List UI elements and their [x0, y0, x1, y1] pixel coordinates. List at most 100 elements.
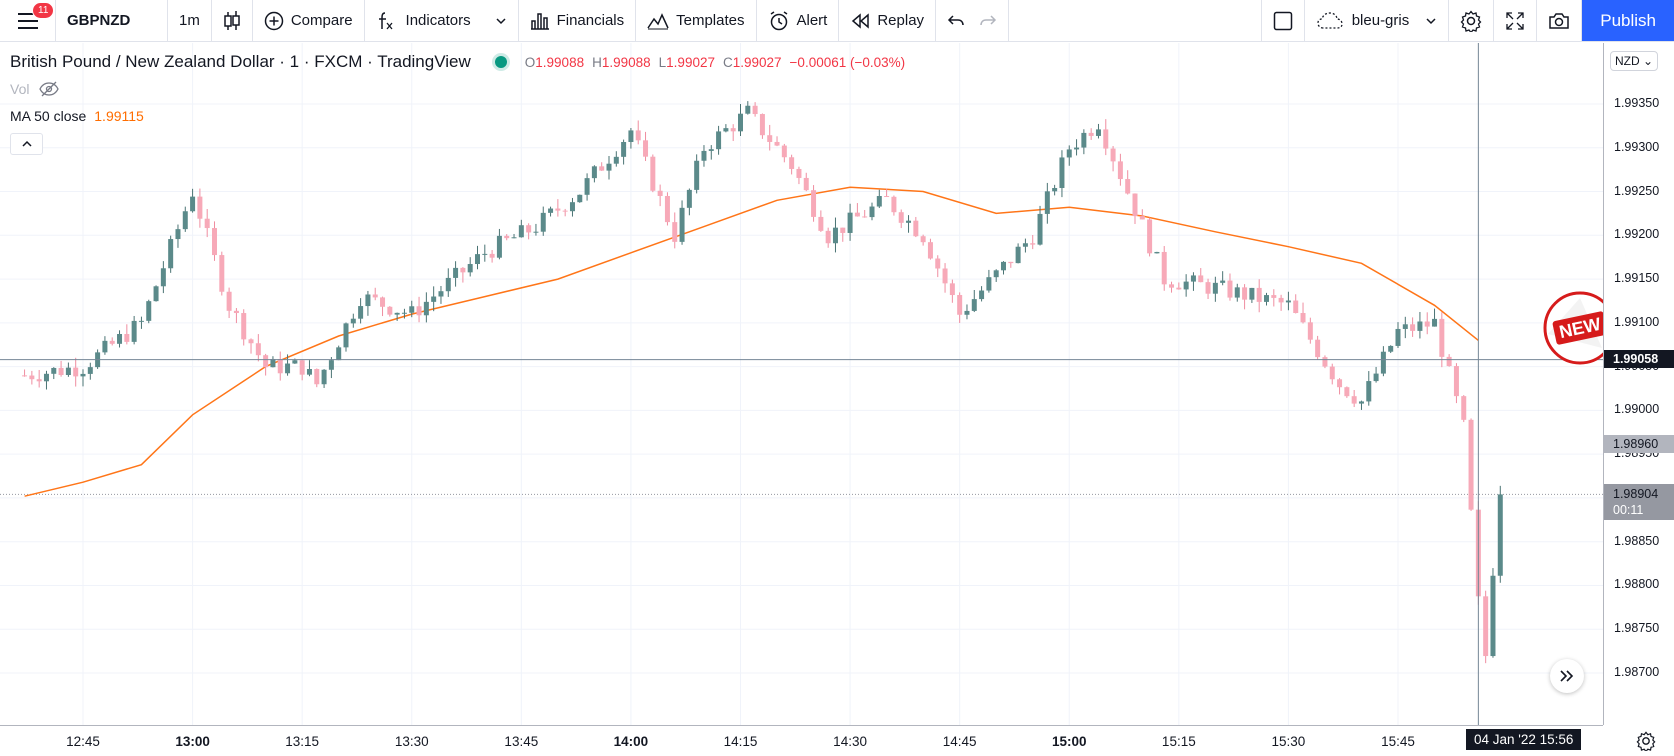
price-tick-label: 1.98800 — [1614, 577, 1660, 592]
time-tick-label: 13:15 — [285, 734, 320, 749]
square-icon — [1273, 11, 1292, 30]
chart-type-button[interactable] — [212, 0, 253, 41]
screenshot-button[interactable] — [1537, 0, 1583, 41]
candle-down — [1103, 129, 1109, 149]
price-chart[interactable] — [0, 43, 1603, 725]
replay-button[interactable]: Replay — [839, 0, 937, 41]
crosshair — [0, 43, 1603, 725]
indicators-label: Indicators — [405, 12, 471, 29]
axis-settings-button[interactable] — [1636, 731, 1656, 756]
candle-down — [241, 313, 247, 340]
ma-50-line — [24, 186, 1479, 497]
candle-down — [1461, 396, 1467, 420]
price-tick-label: 1.99100 — [1614, 314, 1660, 329]
select-layout-button[interactable] — [1262, 0, 1305, 41]
templates-button[interactable]: Templates — [636, 0, 757, 41]
candle-down — [1483, 596, 1489, 657]
candle-down — [1147, 219, 1153, 254]
candle-up — [979, 290, 985, 300]
candle-down — [226, 291, 232, 311]
templates-label: Templates — [676, 12, 745, 29]
candle-up — [745, 105, 751, 114]
templates-icon — [647, 12, 669, 29]
candle-down — [212, 228, 217, 256]
main-menu-button[interactable]: 11 — [0, 0, 56, 41]
fullscreen-button[interactable] — [1494, 0, 1538, 41]
candle-up — [438, 291, 444, 297]
candle-up — [540, 212, 546, 232]
candle-up — [876, 196, 882, 207]
candle-up — [1059, 157, 1065, 189]
candle-down — [299, 360, 305, 375]
price-tick-label: 1.99200 — [1614, 227, 1660, 242]
layout-name-button[interactable]: bleu-gris — [1305, 0, 1450, 41]
candle-down — [840, 227, 846, 233]
top-toolbar: 11 GBPNZD 1m Compare Indicators Financia… — [0, 0, 1674, 42]
time-tick-label: 15:45 — [1381, 734, 1415, 749]
undo-redo-group — [936, 0, 1010, 41]
camera-icon — [1549, 12, 1569, 29]
candle-down — [949, 283, 955, 296]
candle-up — [1234, 287, 1240, 298]
currency-label: NZD — [1615, 54, 1640, 68]
candle-down — [22, 375, 28, 377]
interval-button[interactable]: 1m — [168, 0, 212, 41]
new-badge: NEW — [1540, 288, 1620, 373]
candlesticks — [22, 101, 1503, 664]
candle-up — [328, 360, 334, 370]
candle-up — [467, 264, 473, 273]
publish-button[interactable]: Publish — [1582, 0, 1674, 41]
settings-button[interactable] — [1449, 0, 1495, 41]
ohlc-values: O1.99088 H1.99088 L1.99027 C1.99027 −0.0… — [525, 55, 905, 70]
candle-down — [1008, 261, 1014, 264]
redo-icon[interactable] — [979, 14, 997, 28]
scroll-to-realtime-button[interactable] — [1550, 659, 1584, 693]
alert-button[interactable]: Alert — [757, 0, 840, 41]
eye-hidden-icon[interactable] — [39, 81, 60, 97]
candle-down — [489, 253, 495, 258]
replay-label: Replay — [877, 12, 925, 29]
collapse-legend-button[interactable] — [10, 133, 43, 155]
candle-down — [1307, 322, 1313, 340]
ma-legend[interactable]: MA 50 close 1.99115 — [10, 108, 144, 124]
currency-button[interactable]: NZD ⌄ — [1610, 51, 1659, 71]
candle-up — [190, 196, 196, 212]
chart-pane[interactable] — [0, 43, 1603, 725]
candle-up — [431, 296, 437, 302]
indicators-button[interactable]: Indicators — [365, 0, 519, 41]
legend-title[interactable]: British Pound / New Zealand Dollar · 1 ·… — [10, 52, 471, 71]
volume-legend[interactable]: Vol — [10, 81, 60, 97]
time-axis[interactable]: 12:45 13:00 13:15 13:30 13:45 14:00 14:15 14:30… — [0, 725, 1603, 756]
candle-up — [270, 358, 276, 368]
candle-up — [591, 166, 597, 179]
symbol-search-button[interactable]: GBPNZD — [56, 0, 168, 41]
high-value: 1.99088 — [601, 54, 651, 70]
financials-button[interactable]: Financials — [519, 0, 637, 41]
ma-price-label: 1.98960 — [1604, 435, 1674, 454]
price-axis[interactable]: NZD ⌄ 1.99350 1.99300 1.99250 1.99200 1.9915… — [1603, 43, 1674, 725]
candle-up — [1022, 243, 1028, 247]
time-tick-label: 13:30 — [394, 734, 429, 749]
fullscreen-icon — [1506, 11, 1524, 30]
chevron-down-icon[interactable] — [495, 16, 507, 26]
candle-up — [1037, 213, 1043, 245]
candle-down — [1329, 366, 1335, 380]
chevron-up-icon — [21, 140, 32, 147]
candle-down — [884, 196, 890, 198]
candle-down — [1446, 356, 1452, 367]
candle-up — [453, 267, 459, 278]
bar-chart-icon — [530, 12, 549, 30]
candle-down — [1256, 287, 1262, 302]
candle-up — [628, 130, 634, 143]
candle-down — [664, 195, 670, 223]
candle-down — [672, 222, 678, 242]
compare-button[interactable]: Compare — [253, 0, 365, 41]
undo-icon[interactable] — [947, 14, 965, 28]
candle-up — [1380, 351, 1386, 374]
candle-down — [109, 340, 115, 344]
candle-down — [891, 196, 897, 213]
candle-up — [160, 268, 166, 287]
candle-up — [723, 128, 729, 132]
time-tick-label: 14:00 — [613, 734, 649, 749]
candle-up — [971, 299, 977, 311]
